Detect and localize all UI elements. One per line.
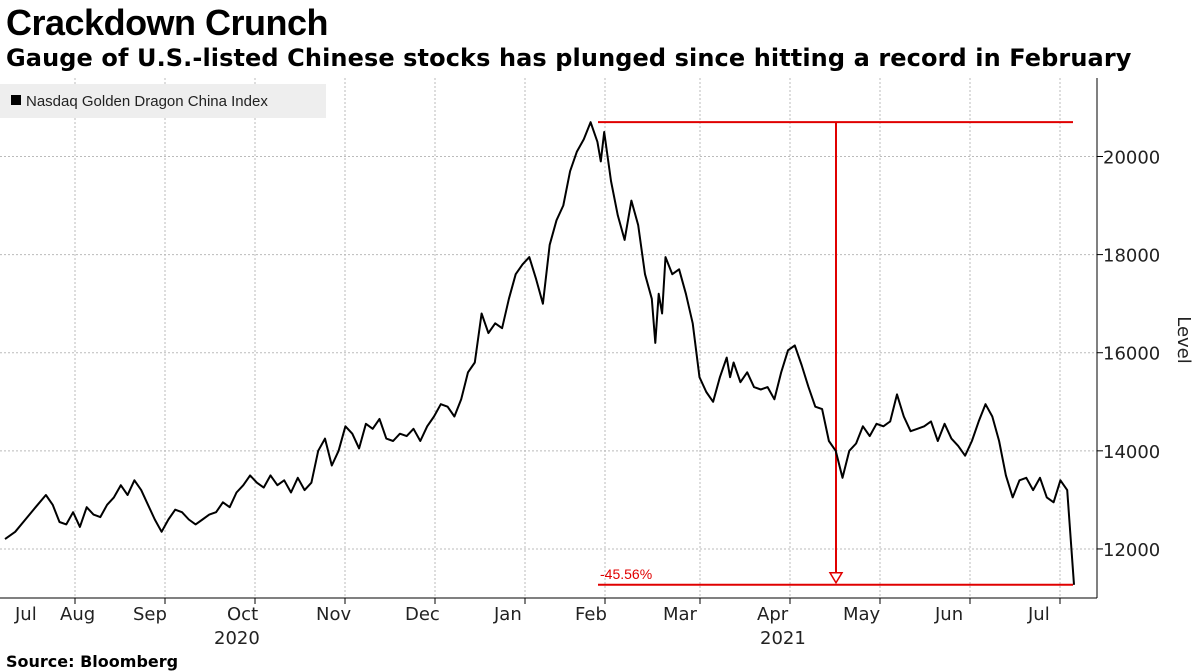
y-tick-label: 16000 [1103,344,1160,365]
legend: Nasdaq Golden Dragon China Index [0,84,326,118]
year-label-2021: 2021 [760,628,806,649]
x-tick-label: Jul [1027,604,1050,625]
legend-background [0,84,326,118]
x-tick-label: Apr [757,604,789,625]
y-tick-label: 18000 [1103,246,1160,267]
x-tick-label: Aug [60,604,95,625]
y-tick-label: 14000 [1103,442,1160,463]
percent-change-label: -45.56% [600,566,652,582]
x-tick-label: Oct [227,604,258,625]
y-tick-labels: 12000 14000 16000 18000 20000 [1097,147,1160,561]
x-tick-label: May [843,604,881,625]
y-axis-title: Level [1173,316,1194,364]
series-line [4,121,1075,585]
x-tick-label: Mar [663,604,698,625]
x-tick-label: Jun [934,604,963,625]
chart-title: Crackdown Crunch [6,2,329,43]
x-tick-label: Dec [405,604,440,625]
x-tick-label: Sep [133,604,167,625]
x-tick-label: Feb [575,604,607,625]
legend-label: Nasdaq Golden Dragon China Index [26,93,268,110]
year-label-2020: 2020 [214,628,260,649]
source-note: Source: Bloomberg [6,652,179,671]
x-tick-label: Jul [14,604,37,625]
y-tick-label: 20000 [1103,147,1160,168]
annotation-lines [598,121,1073,586]
grid [0,78,1097,598]
y-tick-label: 12000 [1103,540,1160,561]
x-tick-label: Jan [493,604,522,625]
x-tick-label: Nov [316,604,351,625]
series-layer [4,121,1075,585]
chart-subtitle: Gauge of U.S.-listed Chinese stocks has … [6,44,1132,72]
x-tick-labels: Jul Aug Sep Oct Nov Dec Jan Feb Mar Apr May Jun Jul [14,598,1061,625]
legend-swatch [11,95,21,105]
axes [0,78,1098,599]
drop-arrow-head [828,572,844,585]
